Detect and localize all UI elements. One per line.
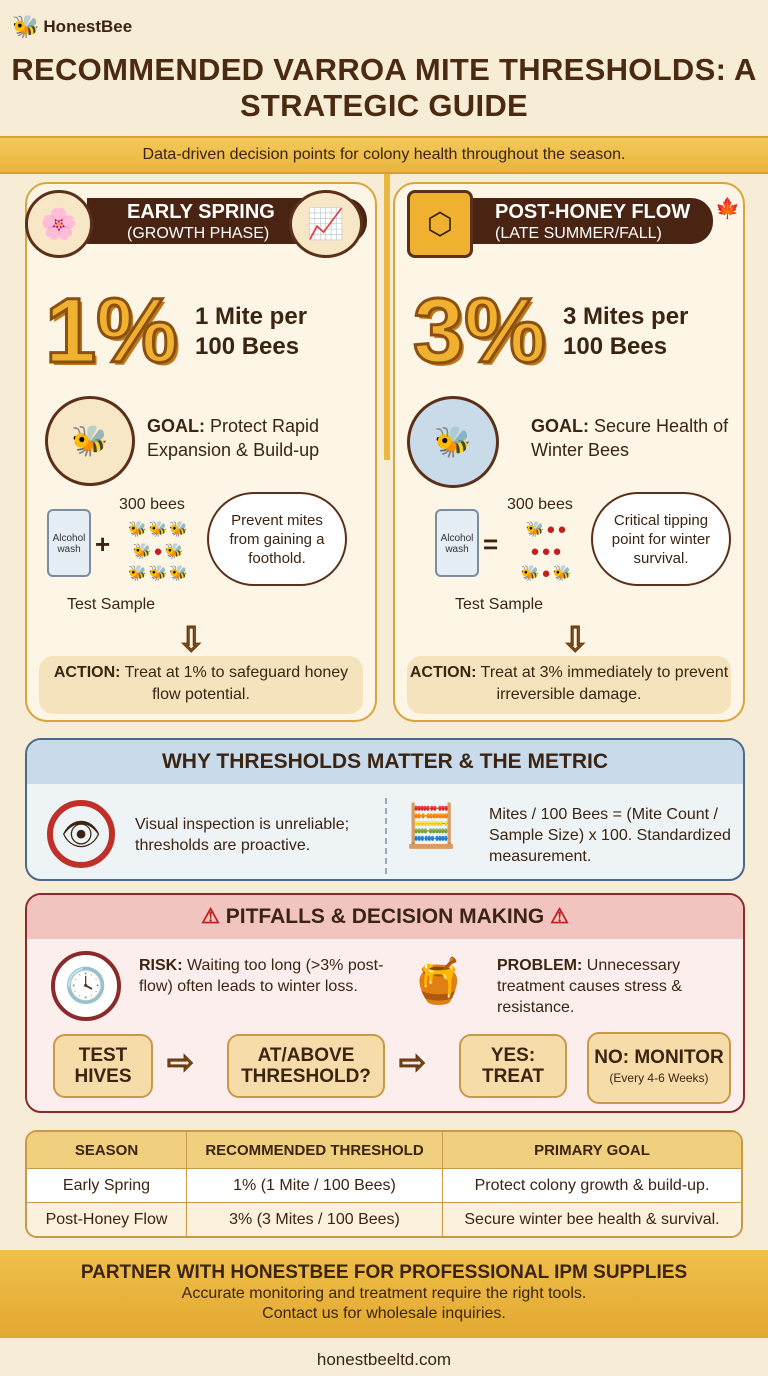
operator: +	[95, 529, 111, 559]
alcohol-wash-bottle-icon: Alcohol wash	[47, 509, 91, 577]
arrow-right-icon: ⇨	[166, 1043, 194, 1081]
threshold-rate: 1 Mite per 100 Bees	[195, 303, 308, 360]
footer-banner: PARTNER WITH HONESTBEE FOR PROFESSIONAL …	[0, 1250, 768, 1338]
autumn-leaf-icon: 🍁	[715, 198, 740, 220]
divider	[385, 798, 387, 874]
flow-step-monitor: NO: MONITOR (Every 4-6 Weeks)	[587, 1032, 731, 1104]
bees-label: 300 bees	[507, 496, 573, 513]
action-box: ACTION: Treat at 1% to safeguard honey f…	[39, 656, 363, 714]
goal: GOAL: Protect Rapid Expansion & Build-up	[147, 416, 320, 460]
table-row: Early Spring 1% (1 Mite / 100 Bees) Protec…	[27, 1168, 741, 1202]
bees-sample-icon: 🐝🐝🐝 🐝●🐝 🐝🐝🐝	[127, 521, 191, 582]
flow-step-check: AT/ABOVE THRESHOLD?	[227, 1034, 385, 1098]
subtitle-banner: Data-driven decision points for colony h…	[0, 136, 768, 174]
divider	[384, 170, 390, 460]
section-title: ⚠ PITFALLS & DECISION MAKING ⚠	[27, 895, 743, 939]
website-link[interactable]: honestbeeltd.com	[316, 1350, 452, 1369]
metric-formula: Mites / 100 Bees = (Mite Count / Sample …	[489, 806, 731, 865]
arrow-down-icon: ⇩	[560, 620, 590, 660]
threshold-percent: 3%	[412, 279, 548, 384]
why-section: WHY THRESHOLDS MATTER & THE METRIC 👁 Vis…	[25, 738, 745, 881]
arrow-right-icon: ⇨	[398, 1043, 426, 1081]
bee-brood-icon: 🐝	[45, 396, 135, 486]
risk-text: RISK: Waiting too long (>3% post-flow) o…	[139, 957, 384, 995]
sample-jar-calculator-icon: 🧮	[405, 802, 458, 849]
brand-logo: 🐝 HonestBee	[12, 14, 133, 39]
beehive-growth-icon: 📈	[289, 190, 363, 258]
no-eye-icon: 👁	[47, 800, 115, 868]
flower-icon: 🌸	[25, 190, 93, 258]
winter-bees-icon: 🐝	[407, 396, 499, 488]
thought-cloud: Critical tipping point for winter surviv…	[591, 492, 731, 586]
threshold-table: SEASON RECOMMENDED THRESHOLD PRIMARY GOAL …	[25, 1130, 743, 1238]
clock-icon: 🕓	[51, 951, 121, 1021]
pitfalls-section: ⚠ PITFALLS & DECISION MAKING ⚠ 🕓 RISK: W…	[25, 893, 745, 1113]
card-early-spring: EARLY SPRING (GROWTH PHASE) 🌸 📈 1% 1 Mite…	[25, 182, 377, 722]
bees-label: 300 bees	[119, 496, 185, 513]
stressed-hive-icon: 🍯	[411, 957, 466, 1006]
threshold-percent: 1%	[44, 279, 180, 384]
why-left-text: Visual inspection is unreliable; thresho…	[135, 816, 350, 854]
warning-icon: ⚠	[201, 905, 220, 928]
honeycomb-frame-icon: ⬡	[407, 190, 473, 258]
bees-mites-sample-icon: 🐝●● ●●● 🐝●🐝	[520, 521, 574, 582]
problem-text: PROBLEM: Unnecessary treatment causes st…	[497, 957, 682, 1016]
thought-cloud: Prevent mites from gaining a foothold.	[207, 492, 347, 586]
warning-icon: ⚠	[550, 905, 569, 928]
bee-logo-icon: 🐝	[12, 14, 40, 39]
card-post-honey-flow: POST-HONEY FLOW (LATE SUMMER/FALL) ⬡ 🍁 3%…	[393, 182, 745, 722]
flow-step-treat: YES: TREAT	[459, 1034, 567, 1098]
action-box: ACTION: Treat at 3% immediately to preve…	[407, 656, 731, 714]
section-title: WHY THRESHOLDS MATTER & THE METRIC	[27, 740, 743, 784]
sample-label: Test Sample	[455, 596, 544, 613]
operator: =	[483, 529, 499, 559]
table-header: SEASON RECOMMENDED THRESHOLD PRIMARY GOAL	[27, 1132, 741, 1168]
card-header: POST-HONEY FLOW (LATE SUMMER/FALL)	[455, 198, 713, 244]
sample-label: Test Sample	[67, 596, 156, 613]
flow-step-test: TEST HIVES	[53, 1034, 153, 1098]
table-row: Post-Honey Flow 3% (3 Mites / 100 Bees) Se…	[27, 1202, 741, 1236]
page-title: RECOMMENDED VARROA MITE THRESHOLDS: A ST…	[11, 52, 757, 123]
arrow-down-icon: ⇩	[176, 620, 206, 660]
threshold-rate: 3 Mites per 100 Bees	[563, 303, 689, 360]
goal: GOAL: Secure Health of Winter Bees	[531, 416, 729, 460]
alcohol-wash-bottle-icon: Alcohol wash	[435, 509, 479, 577]
